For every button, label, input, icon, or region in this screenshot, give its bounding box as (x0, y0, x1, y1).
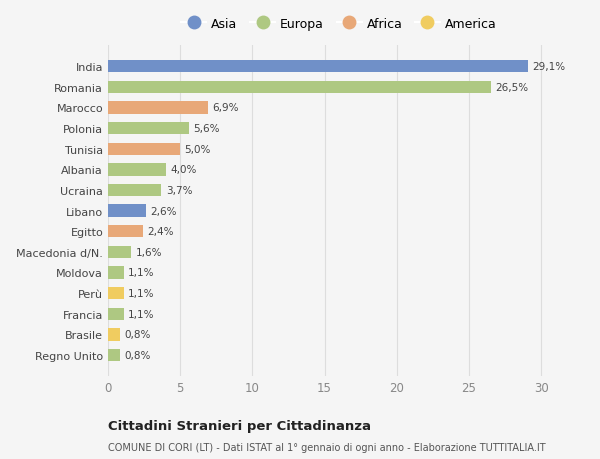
Text: 26,5%: 26,5% (495, 83, 528, 93)
Text: 2,4%: 2,4% (147, 227, 173, 237)
Text: 1,6%: 1,6% (136, 247, 162, 257)
Text: 29,1%: 29,1% (532, 62, 566, 72)
Text: 4,0%: 4,0% (170, 165, 196, 175)
Bar (108, 267, 124, 279)
Bar (108, 246, 131, 258)
Bar (108, 225, 143, 238)
Bar (108, 123, 189, 135)
Bar (108, 205, 146, 217)
Text: 5,6%: 5,6% (193, 124, 220, 134)
Text: 2,6%: 2,6% (150, 206, 176, 216)
Bar (108, 349, 119, 361)
Legend: Asia, Europa, Africa, America: Asia, Europa, Africa, America (176, 12, 502, 35)
Text: 1,1%: 1,1% (128, 268, 155, 278)
Text: 0,8%: 0,8% (124, 350, 150, 360)
Text: COMUNE DI CORI (LT) - Dati ISTAT al 1° gennaio di ogni anno - Elaborazione TUTTI: COMUNE DI CORI (LT) - Dati ISTAT al 1° g… (108, 442, 545, 453)
Bar (108, 308, 124, 320)
Bar (108, 102, 208, 114)
Bar (108, 185, 161, 197)
Bar (108, 61, 528, 73)
Text: 6,9%: 6,9% (212, 103, 238, 113)
Text: 1,1%: 1,1% (128, 288, 155, 298)
Bar (108, 164, 166, 176)
Bar (108, 82, 491, 94)
Text: 3,7%: 3,7% (166, 185, 192, 196)
Text: Cittadini Stranieri per Cittadinanza: Cittadini Stranieri per Cittadinanza (108, 420, 371, 432)
Text: 5,0%: 5,0% (185, 145, 211, 154)
Text: 0,8%: 0,8% (124, 330, 150, 340)
Bar (108, 329, 119, 341)
Text: 1,1%: 1,1% (128, 309, 155, 319)
Bar (108, 143, 180, 156)
Bar (108, 287, 124, 300)
